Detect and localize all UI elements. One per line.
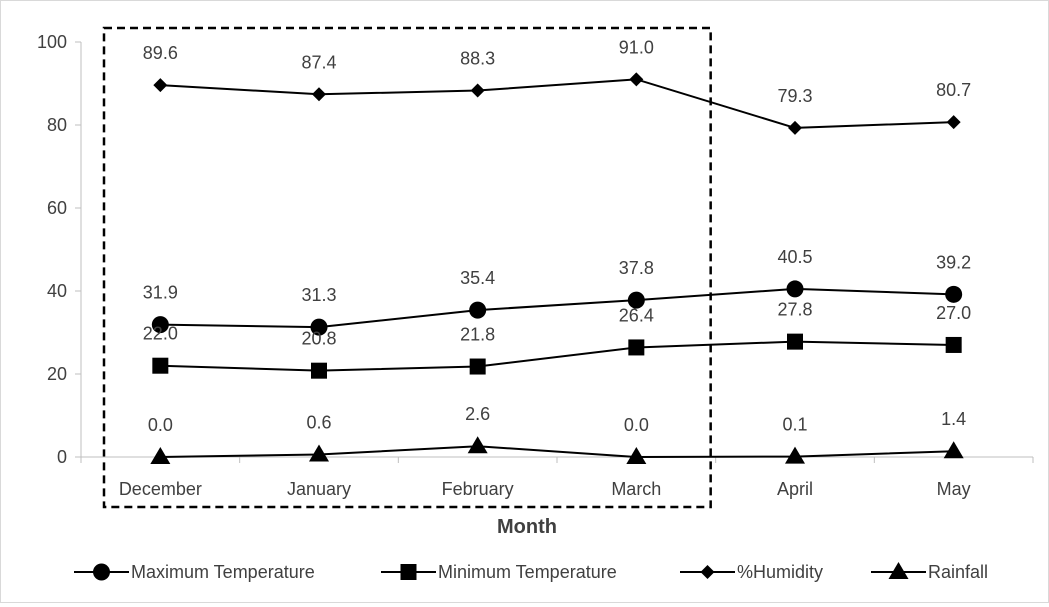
highlight-box bbox=[102, 26, 712, 509]
data-label: 27.0 bbox=[936, 303, 971, 323]
data-label: 26.4 bbox=[619, 305, 654, 325]
series-layer bbox=[150, 72, 964, 464]
data-point bbox=[629, 72, 644, 87]
data-point bbox=[786, 280, 804, 298]
highlight-box-layer bbox=[102, 26, 712, 509]
legend-label: Minimum Temperature bbox=[438, 562, 617, 582]
data-label: 0.0 bbox=[624, 415, 649, 435]
series-line bbox=[160, 445, 954, 459]
data-point bbox=[470, 83, 485, 98]
data-point bbox=[627, 291, 645, 309]
data-label: 20.8 bbox=[301, 329, 336, 349]
legend: Maximum Temperature Minimum Temperature %H… bbox=[74, 562, 988, 582]
y-tick-label: 60 bbox=[47, 198, 67, 218]
data-point bbox=[787, 333, 803, 350]
data-label: 79.3 bbox=[777, 86, 812, 106]
legend-label: Rainfall bbox=[928, 562, 988, 582]
data-point bbox=[152, 357, 169, 374]
data-point bbox=[309, 444, 329, 462]
data-label: 37.8 bbox=[619, 258, 654, 278]
data-point bbox=[151, 316, 169, 334]
legend-marker bbox=[400, 564, 417, 580]
data-point bbox=[943, 441, 964, 459]
data-point bbox=[785, 446, 805, 464]
data-point bbox=[153, 78, 168, 93]
x-tick-label: April bbox=[777, 479, 813, 499]
data-point bbox=[310, 318, 328, 336]
data-point bbox=[469, 358, 486, 375]
data-point bbox=[311, 362, 327, 379]
data-point bbox=[946, 115, 961, 130]
data-label: 31.3 bbox=[301, 285, 336, 305]
data-point bbox=[469, 301, 487, 319]
data-label-layer: 31.9 31.3 35.4 37.8 40.5 39.2 22.0 20.8 21.8 26.4… bbox=[143, 37, 971, 435]
legend-marker bbox=[700, 565, 715, 579]
legend-label: Maximum Temperature bbox=[131, 562, 315, 582]
data-label: 89.6 bbox=[143, 43, 178, 63]
x-tick-label: December bbox=[119, 479, 202, 499]
axis-layer: 0 20 40 60 80 100 December January February March… bbox=[37, 32, 1034, 499]
data-label: 80.7 bbox=[936, 80, 971, 100]
data-point bbox=[467, 436, 488, 454]
data-label: 88.3 bbox=[460, 49, 495, 69]
x-tick-label: January bbox=[287, 479, 351, 499]
data-label: 21.8 bbox=[460, 325, 495, 345]
data-label: 22.0 bbox=[143, 324, 178, 344]
x-tick-label: February bbox=[442, 479, 514, 499]
data-label: 0.0 bbox=[148, 415, 173, 435]
data-point bbox=[945, 336, 962, 353]
x-axis-title: Month bbox=[497, 516, 557, 538]
data-point bbox=[945, 285, 963, 303]
data-point bbox=[626, 447, 647, 464]
legend-marker bbox=[93, 563, 110, 581]
x-tick-label: May bbox=[937, 479, 971, 499]
data-label: 1.4 bbox=[941, 409, 966, 429]
series-line bbox=[160, 78, 954, 129]
x-tick-label: March bbox=[611, 479, 661, 499]
data-point bbox=[150, 447, 171, 464]
data-label: 2.6 bbox=[465, 404, 490, 424]
data-point bbox=[788, 120, 802, 135]
series-line bbox=[160, 340, 954, 372]
data-point bbox=[312, 87, 326, 102]
data-point bbox=[628, 339, 645, 356]
series-line bbox=[160, 287, 954, 329]
data-label: 27.8 bbox=[777, 300, 812, 320]
y-tick-label: 80 bbox=[47, 115, 67, 135]
data-label: 40.5 bbox=[777, 247, 812, 267]
y-tick-label: 40 bbox=[47, 281, 67, 301]
data-label: 39.2 bbox=[936, 252, 971, 272]
legend-label: %Humidity bbox=[737, 562, 823, 582]
data-label: 87.4 bbox=[301, 52, 336, 72]
legend-marker bbox=[888, 562, 909, 579]
y-tick-label: 0 bbox=[57, 447, 67, 467]
y-tick-label: 100 bbox=[37, 32, 67, 52]
data-label: 35.4 bbox=[460, 268, 495, 288]
data-label: 91.0 bbox=[619, 37, 654, 57]
data-label: 0.6 bbox=[306, 413, 331, 433]
y-tick-label: 20 bbox=[47, 364, 67, 384]
data-label: 0.1 bbox=[782, 415, 807, 435]
data-label: 31.9 bbox=[143, 283, 178, 303]
